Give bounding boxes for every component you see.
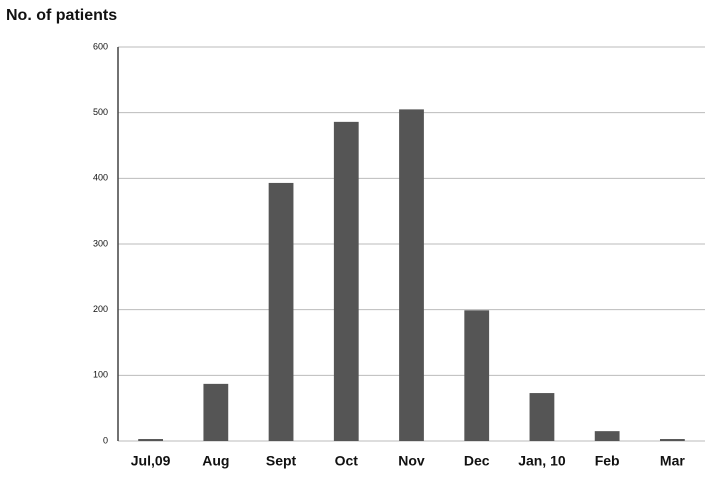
y-tick-label: 0 xyxy=(103,435,108,445)
bar xyxy=(203,383,229,441)
x-tick-label: Mar xyxy=(660,453,685,469)
bar xyxy=(529,393,555,441)
x-tick-label: Nov xyxy=(398,453,425,469)
x-tick-label: Oct xyxy=(335,453,359,469)
y-tick-label: 400 xyxy=(93,173,108,183)
x-tick-label: Jul,09 xyxy=(131,453,171,469)
y-tick-label: 600 xyxy=(93,41,108,51)
bar xyxy=(594,431,620,441)
bar xyxy=(138,439,164,441)
y-axis-title: No. of patients xyxy=(6,7,117,24)
y-tick-label: 200 xyxy=(93,304,108,314)
x-tick-label: Aug xyxy=(202,453,229,469)
y-tick-label: 100 xyxy=(93,370,108,380)
y-tick-label: 500 xyxy=(93,107,108,117)
x-tick-label: Sept xyxy=(266,453,297,469)
bar xyxy=(464,310,490,441)
y-tick-label: 300 xyxy=(93,238,108,248)
bar xyxy=(268,182,294,441)
bar xyxy=(399,109,424,441)
bar xyxy=(659,439,685,441)
x-tick-label: Feb xyxy=(595,453,620,469)
bar xyxy=(333,121,359,442)
x-tick-label: Jan, 10 xyxy=(518,453,566,469)
x-tick-label: Dec xyxy=(464,453,490,469)
